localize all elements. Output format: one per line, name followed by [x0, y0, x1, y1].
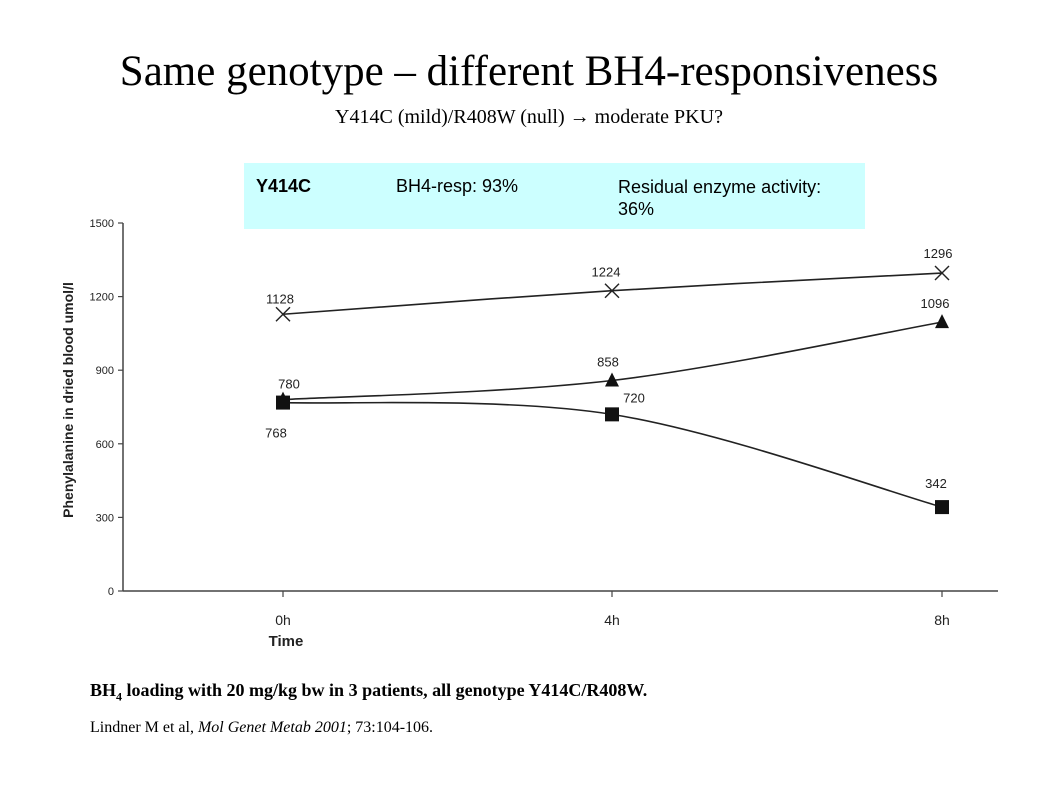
- citation-journal: Mol Genet Metab 2001: [197, 719, 347, 736]
- data-label: 342: [925, 476, 947, 491]
- bh4-responsiveness-label: BH4-resp: 93%: [396, 176, 519, 196]
- data-label: 720: [623, 390, 645, 405]
- citation-details: ; 73:104-106.: [346, 719, 434, 736]
- phenylalanine-chart: 0 300 600 900 1200 1500 0h 4h 8h Time Phenylalanin…: [60, 218, 998, 650]
- residual-activity-label: Residual enzyme activity: 36%: [618, 177, 822, 219]
- y-tick-label: 900: [96, 365, 114, 377]
- y-tick-label: 1500: [90, 218, 114, 230]
- chart-data-labels: 1128 1224 1296 780 858 1096 768 720 342: [265, 246, 952, 491]
- figure-caption: BH4 loading with 20 mg/kg bw in 3 patien…: [90, 680, 647, 705]
- genotype-info-box: Y414C BH4-resp: 93% Residual enzyme acti…: [244, 163, 865, 229]
- data-label: 768: [265, 426, 287, 441]
- y-axis-title: Phenylalanine in dried blood umol/l: [60, 282, 76, 518]
- citation: Lindner M et al, Mol Genet Metab 2001; 7…: [90, 719, 433, 737]
- data-point-square-marker: [935, 500, 949, 515]
- slide-title: Same genotype – different BH4-responsive…: [119, 48, 939, 95]
- y-tick-label: 600: [96, 439, 114, 451]
- data-point-triangle-marker: [935, 314, 949, 329]
- data-point-square-marker: [276, 395, 290, 410]
- data-label: 1296: [924, 246, 953, 261]
- x-tick-label: 4h: [604, 612, 620, 628]
- caption-subscript: 4: [116, 689, 123, 704]
- y-tick-label: 1200: [90, 292, 114, 304]
- data-label: 1128: [266, 291, 294, 306]
- mutation-label: Y414C: [256, 176, 312, 196]
- data-label: 780: [278, 377, 300, 392]
- caption-text: loading with 20 mg/kg bw in 3 patients, …: [122, 680, 648, 700]
- citation-authors: Lindner M et al,: [90, 719, 198, 736]
- data-point-x-marker: [934, 265, 950, 281]
- x-tick-label: 0h: [275, 612, 291, 628]
- x-marker-stroke: [934, 265, 950, 281]
- slide-subtitle: Y414C (mild)/R408W (null) → moderate PKU…: [335, 106, 723, 128]
- x-marker-stroke: [604, 283, 620, 299]
- x-tick-label: 8h: [934, 612, 950, 628]
- chart-axes: 0 300 600 900 1200 1500 0h 4h 8h Time Phenylalanin…: [60, 218, 998, 650]
- y-tick-label: 300: [96, 512, 114, 524]
- data-label: 1224: [592, 265, 621, 280]
- x-marker-stroke: [275, 306, 291, 322]
- data-label: 858: [597, 355, 619, 370]
- caption-prefix: BH: [90, 680, 117, 700]
- data-label: 1096: [921, 296, 950, 311]
- x-axis-title: Time: [269, 633, 304, 650]
- y-tick-label: 0: [108, 586, 114, 598]
- chart-series: [275, 265, 950, 515]
- data-point-x-marker: [604, 283, 620, 299]
- data-point-x-marker: [275, 306, 291, 322]
- data-point-square-marker: [605, 407, 619, 422]
- data-point-triangle-marker: [605, 372, 619, 387]
